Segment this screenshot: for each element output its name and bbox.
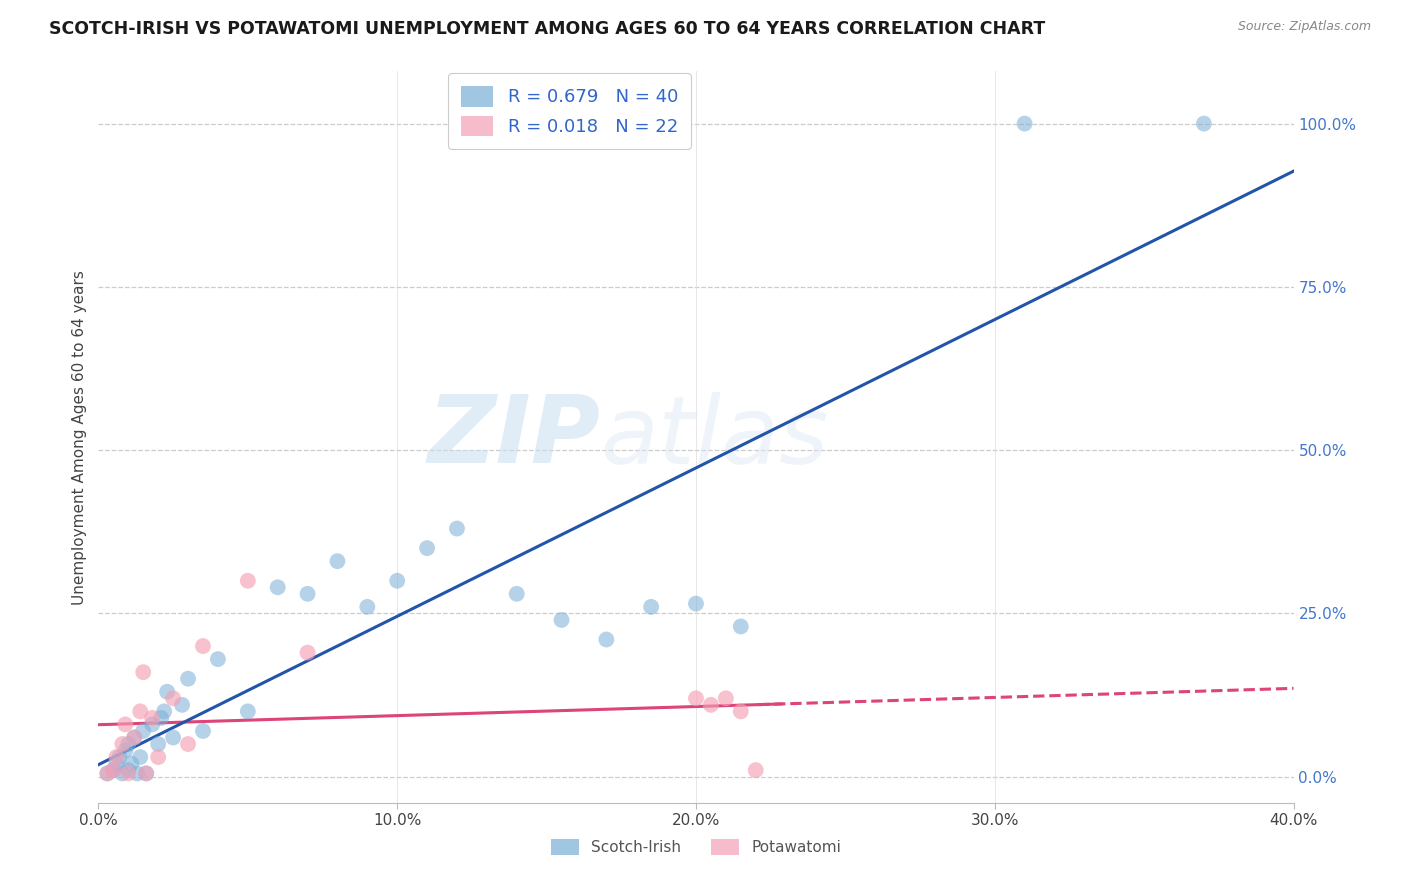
Point xyxy=(132,665,155,680)
Point xyxy=(127,766,149,780)
Point xyxy=(640,599,662,614)
Point xyxy=(111,766,134,780)
Point xyxy=(141,717,163,731)
Point xyxy=(129,750,152,764)
Point xyxy=(141,711,163,725)
Point xyxy=(162,731,184,745)
Point xyxy=(446,521,468,535)
Point xyxy=(103,763,125,777)
Point xyxy=(135,766,157,780)
Point xyxy=(111,737,134,751)
Point xyxy=(105,756,128,771)
Point xyxy=(297,646,319,660)
Point xyxy=(506,587,529,601)
Point xyxy=(685,691,707,706)
Point xyxy=(356,599,378,614)
Point xyxy=(550,613,572,627)
Point xyxy=(148,750,170,764)
Point xyxy=(114,717,136,731)
Point xyxy=(177,672,200,686)
Point xyxy=(156,685,179,699)
Point xyxy=(172,698,194,712)
Point xyxy=(135,766,157,780)
Text: SCOTCH-IRISH VS POTAWATOMI UNEMPLOYMENT AMONG AGES 60 TO 64 YEARS CORRELATION CH: SCOTCH-IRISH VS POTAWATOMI UNEMPLOYMENT … xyxy=(49,20,1046,37)
Point xyxy=(1192,117,1215,131)
Point xyxy=(297,587,319,601)
Point xyxy=(700,698,723,712)
Point xyxy=(150,711,173,725)
Point xyxy=(595,632,617,647)
Legend: Scotch-Irish, Potawatomi: Scotch-Irish, Potawatomi xyxy=(546,833,846,861)
Point xyxy=(326,554,349,568)
Point xyxy=(177,737,200,751)
Point xyxy=(117,766,139,780)
Y-axis label: Unemployment Among Ages 60 to 64 years: Unemployment Among Ages 60 to 64 years xyxy=(72,269,87,605)
Text: atlas: atlas xyxy=(600,392,828,483)
Point xyxy=(1014,117,1036,131)
Point xyxy=(236,574,259,588)
Point xyxy=(105,750,128,764)
Point xyxy=(103,763,125,777)
Point xyxy=(267,580,290,594)
Point xyxy=(96,766,118,780)
Point xyxy=(385,574,409,588)
Point xyxy=(714,691,737,706)
Point xyxy=(108,750,131,764)
Point xyxy=(207,652,229,666)
Point xyxy=(129,705,152,719)
Point xyxy=(416,541,439,555)
Point xyxy=(148,737,170,751)
Point xyxy=(191,639,214,653)
Point xyxy=(124,731,146,745)
Point xyxy=(114,743,136,757)
Point xyxy=(191,723,214,738)
Point xyxy=(745,763,768,777)
Point xyxy=(162,691,184,706)
Point xyxy=(117,737,139,751)
Point xyxy=(685,597,707,611)
Text: Source: ZipAtlas.com: Source: ZipAtlas.com xyxy=(1237,20,1371,33)
Point xyxy=(730,705,752,719)
Point xyxy=(236,705,259,719)
Point xyxy=(132,723,155,738)
Point xyxy=(117,763,139,777)
Point xyxy=(120,756,142,771)
Point xyxy=(96,766,118,780)
Text: ZIP: ZIP xyxy=(427,391,600,483)
Point xyxy=(153,705,176,719)
Point xyxy=(730,619,752,633)
Point xyxy=(124,731,146,745)
